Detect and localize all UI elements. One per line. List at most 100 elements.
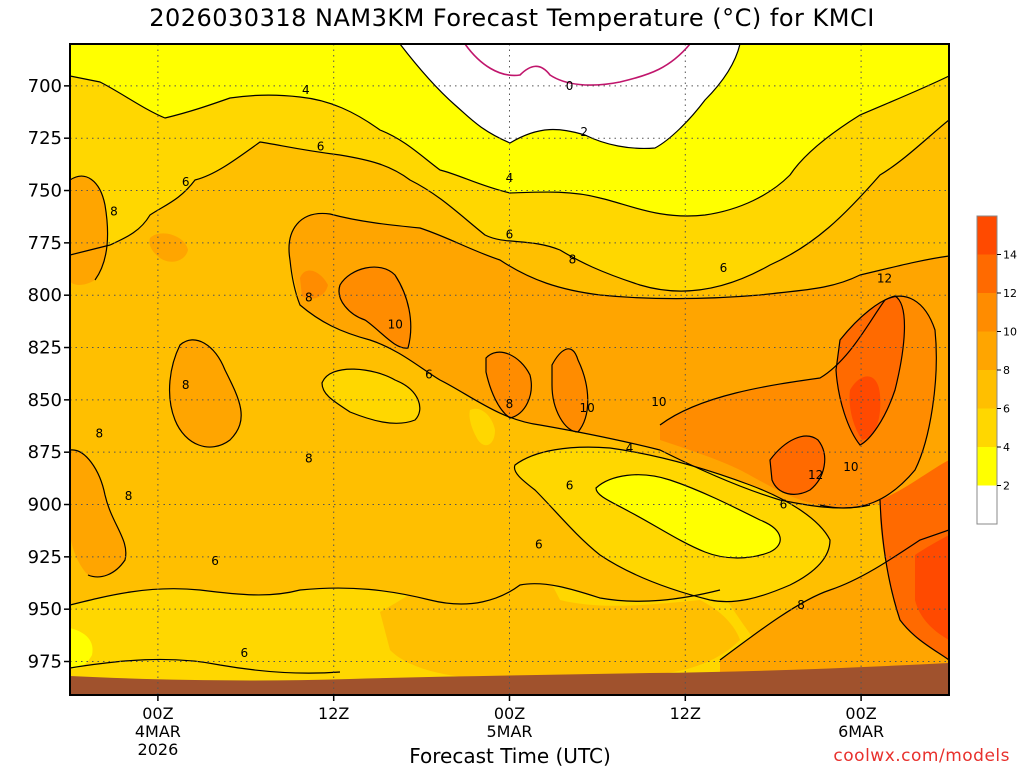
contour-8-west-b: [169, 339, 242, 448]
contour-8-west-c: [70, 449, 127, 578]
temp-band-2-4-near-surface: [70, 628, 93, 669]
temp-band-4-6-pocket-a: [322, 369, 420, 424]
colorbar-swatch: [977, 370, 997, 409]
contour-6-near-surface: [70, 583, 721, 606]
contour-4: [70, 75, 949, 217]
temp-band-14plus-east: [849, 376, 881, 440]
contour-label: 10: [843, 460, 858, 474]
y-tick-label: 750: [28, 181, 62, 202]
colorbar-swatch: [977, 408, 997, 447]
x-tick-label: 4MAR: [135, 722, 181, 741]
x-tick-label: 00Z: [142, 704, 173, 723]
temp-band-4-6-pocket-b: [469, 408, 495, 446]
temp-band-8-10-west-d: [149, 233, 188, 262]
colorbar-swatch: [977, 293, 997, 332]
contour-8-near-surface: [719, 529, 949, 661]
contour-12-east: [835, 295, 906, 446]
grid-lines: [70, 44, 949, 695]
colorbar-swatch: [977, 331, 997, 370]
contour-label: 4: [302, 83, 310, 97]
contour-label: 6: [182, 175, 190, 189]
contour-0: [464, 44, 691, 86]
contour-label: 10: [388, 317, 403, 331]
x-tick-label: 00Z: [494, 704, 525, 723]
contour-label: 8: [125, 489, 133, 503]
contour-label: 6: [566, 479, 574, 493]
contour-label: 8: [797, 598, 805, 612]
contour-label: 8: [506, 397, 514, 411]
contour-label: 8: [305, 451, 313, 465]
temp-band-8-10-west-c: [70, 449, 126, 577]
temp-band-10-12-patch-b: [300, 270, 328, 299]
contour-label: 2: [580, 125, 588, 139]
temp-band-12-14-south: [770, 436, 825, 495]
y-tick-label: 925: [28, 547, 62, 568]
contour-label: 8: [182, 378, 190, 392]
y-tick-label: 800: [28, 285, 62, 306]
contour-label: 4: [506, 171, 514, 185]
chart-title: 2026030318 NAM3KM Forecast Temperature (…: [149, 4, 875, 32]
temp-band-2-4-lower-center: [596, 474, 781, 558]
y-axis: 700 725 750 775 800 825 850 875 900 925 950 975: [28, 76, 70, 673]
contour-10-c: [551, 348, 589, 433]
x-axis-label: Forecast Time (UTC): [409, 744, 611, 768]
colorbar-label: 8: [1003, 364, 1010, 377]
contour-label: 10: [651, 395, 666, 409]
contour-label: 6: [535, 537, 543, 551]
colorbar-label: 2: [1003, 480, 1010, 493]
contour-12-surface-east: [879, 499, 949, 661]
contour-label: 6: [241, 646, 249, 660]
contour-label: 6: [317, 140, 325, 154]
contour-12-south: [769, 435, 826, 495]
colorbar-label: 4: [1003, 441, 1010, 454]
colorbar: 2 4 6 8 10 12 14: [976, 215, 1017, 525]
y-tick-label: 825: [28, 338, 62, 359]
y-tick-label: 875: [28, 442, 62, 463]
below-ground-surface: [70, 663, 949, 695]
contour-2: [399, 44, 741, 150]
contour-label: 8: [110, 204, 118, 218]
contour-6-pocket: [321, 368, 421, 424]
x-tick-label: 5MAR: [486, 722, 532, 741]
temp-band-14plus-surface-east: [915, 535, 949, 640]
contour-lines: [70, 44, 949, 674]
site-credit: coolwx.com/models: [833, 746, 1010, 766]
contour-label: 4: [626, 441, 634, 455]
temp-band-10-12-patch-a: [339, 267, 411, 349]
contour-6-lower: [513, 446, 831, 603]
temp-band-0-2-upper: [400, 44, 740, 149]
y-tick-label: 850: [28, 390, 62, 411]
temp-band-10-12-patch-d: [552, 348, 588, 432]
contour-labels: 4 0 2 6 6 4 8 6 8 6 12 8 10 6 8 8 10 10 8 8 4 12 10 8 6 6 6 6 8 6: [95, 79, 892, 660]
colorbar-swatch: [977, 216, 997, 255]
contour-label: 6: [211, 554, 219, 568]
contour-label: 10: [580, 401, 595, 415]
colorbar-swatch: [977, 447, 997, 486]
y-tick-label: 775: [28, 233, 62, 254]
x-tick-label: 2026: [138, 740, 179, 759]
y-tick-label: 950: [28, 599, 62, 620]
contour-10-east: [659, 295, 937, 509]
colorbar-label: 10: [1003, 326, 1017, 339]
y-tick-label: 900: [28, 495, 62, 516]
colorbar-label: 12: [1003, 287, 1017, 300]
colorbar-label: 6: [1003, 403, 1010, 416]
contour-label: 0: [566, 79, 574, 93]
contour-label: 12: [877, 271, 892, 285]
colorbar-swatch: [977, 485, 997, 524]
contour-6-surface-west: [70, 658, 341, 674]
x-tick-label: 12Z: [318, 704, 349, 723]
contour-10-b: [485, 351, 532, 419]
contour-label: 8: [569, 253, 577, 267]
temp-band-6-8-near-surface: [380, 540, 740, 680]
colorbar-swatch: [977, 254, 997, 293]
contour-label: 6: [780, 498, 788, 512]
contour-10-a: [338, 266, 412, 349]
colorbar-label: 14: [1003, 249, 1017, 262]
y-tick-label: 700: [28, 76, 62, 97]
x-tick-label: 00Z: [845, 704, 876, 723]
contour-label: 6: [720, 261, 728, 275]
y-tick-label: 725: [28, 128, 62, 149]
